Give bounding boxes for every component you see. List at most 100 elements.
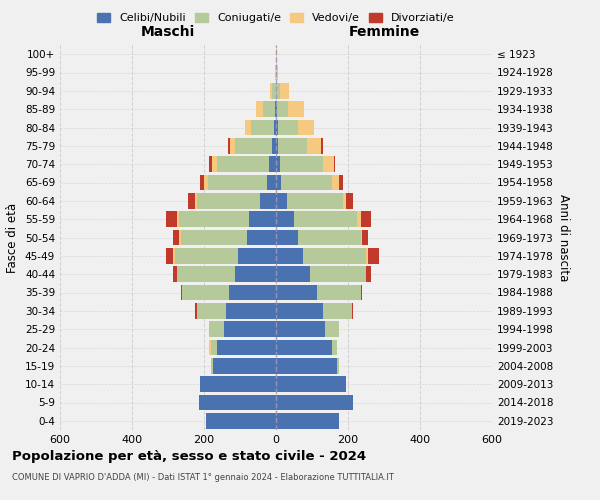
Bar (211, 340, 217, 355)
Bar (280, 83, 289, 98)
Bar (195, 303, 197, 318)
Bar (323, 156, 334, 172)
Bar (276, 230, 298, 246)
Bar (206, 413, 276, 428)
Bar (334, 156, 335, 172)
Bar (267, 174, 276, 190)
Bar (281, 174, 332, 190)
Bar (325, 322, 339, 337)
Bar (276, 284, 317, 300)
Bar (276, 212, 294, 227)
Bar (249, 212, 276, 227)
Bar (217, 340, 276, 355)
Bar (209, 156, 212, 172)
Bar (276, 322, 325, 337)
Bar (208, 174, 267, 190)
Bar (230, 138, 235, 154)
Bar (235, 266, 276, 282)
Y-axis label: Fasce di età: Fasce di età (7, 202, 19, 272)
Bar (166, 248, 173, 264)
Bar (303, 248, 366, 264)
Bar (276, 120, 278, 136)
Bar (276, 413, 339, 428)
Bar (177, 266, 235, 282)
Bar (352, 303, 353, 318)
Bar (276, 266, 310, 282)
Bar (188, 193, 195, 208)
Text: Femmine: Femmine (349, 26, 419, 40)
Bar (256, 102, 263, 117)
Bar (272, 138, 276, 154)
Bar (366, 248, 368, 264)
Bar (173, 230, 179, 246)
Bar (280, 156, 323, 172)
Bar (276, 138, 278, 154)
Bar (276, 46, 277, 62)
Bar (276, 303, 323, 318)
Bar (251, 120, 274, 136)
Text: COMUNE DI VAPRIO D'ADDA (MI) - Dati ISTAT 1° gennaio 2024 - Elaborazione TUTTITA: COMUNE DI VAPRIO D'ADDA (MI) - Dati ISTA… (12, 472, 394, 482)
Bar (307, 138, 321, 154)
Bar (173, 248, 175, 264)
Legend: Celibi/Nubili, Coniugati/e, Vedovi/e, Divorziati/e: Celibi/Nubili, Coniugati/e, Vedovi/e, Di… (93, 8, 459, 28)
Bar (321, 138, 323, 154)
Bar (229, 284, 276, 300)
Bar (337, 358, 339, 374)
Bar (343, 193, 346, 208)
Y-axis label: Anni di nascita: Anni di nascita (557, 194, 570, 281)
Bar (199, 394, 276, 410)
Bar (357, 212, 361, 227)
Bar (181, 230, 247, 246)
Bar (238, 248, 276, 264)
Bar (272, 83, 276, 98)
Bar (197, 193, 260, 208)
Bar (332, 340, 337, 355)
Bar (200, 376, 276, 392)
Bar (263, 102, 275, 117)
Bar (276, 193, 287, 208)
Bar (276, 174, 281, 190)
Bar (294, 212, 357, 227)
Bar (276, 394, 353, 410)
Bar (166, 212, 177, 227)
Bar (366, 266, 371, 282)
Bar (197, 303, 226, 318)
Bar (287, 193, 343, 208)
Bar (276, 83, 280, 98)
Bar (224, 322, 276, 337)
Bar (269, 156, 276, 172)
Bar (200, 174, 204, 190)
Bar (278, 138, 307, 154)
Bar (298, 230, 361, 246)
Bar (278, 120, 298, 136)
Bar (276, 358, 337, 374)
Bar (217, 156, 269, 172)
Bar (179, 230, 181, 246)
Text: Popolazione per età, sesso e stato civile - 2024: Popolazione per età, sesso e stato civil… (12, 450, 366, 463)
Bar (332, 174, 339, 190)
Bar (226, 303, 276, 318)
Bar (275, 64, 276, 80)
Bar (245, 120, 251, 136)
Bar (269, 83, 272, 98)
Bar (298, 120, 314, 136)
Bar (276, 102, 277, 117)
Bar (211, 358, 213, 374)
Bar (276, 376, 346, 392)
Bar (274, 120, 276, 136)
Bar (362, 230, 368, 246)
Text: Maschi: Maschi (141, 26, 195, 40)
Bar (276, 248, 303, 264)
Bar (260, 193, 276, 208)
Bar (179, 212, 249, 227)
Bar (212, 156, 217, 172)
Bar (361, 212, 371, 227)
Bar (339, 174, 343, 190)
Bar (368, 248, 379, 264)
Bar (195, 193, 197, 208)
Bar (346, 193, 353, 208)
Bar (361, 230, 362, 246)
Bar (209, 322, 224, 337)
Bar (361, 284, 362, 300)
Bar (247, 230, 276, 246)
